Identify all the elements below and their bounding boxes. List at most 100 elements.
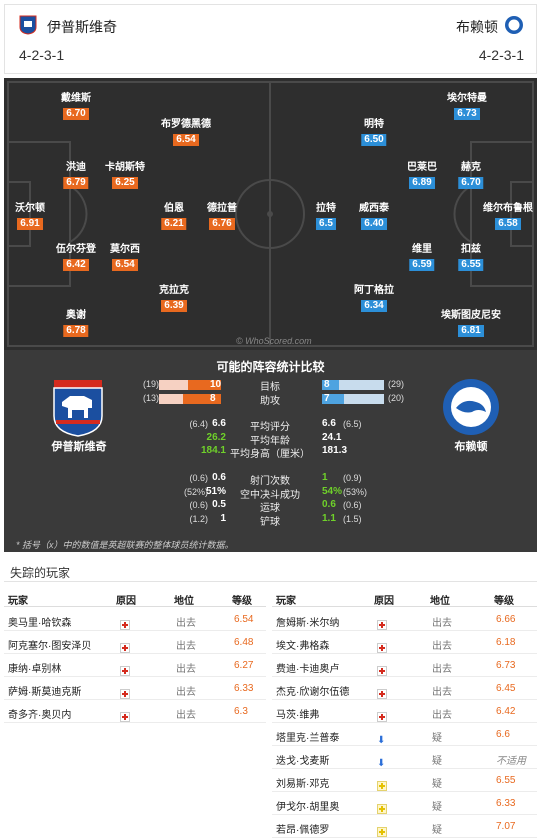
rating-cell: 6.55: [496, 775, 516, 786]
missing-player-name[interactable]: 塔里克·兰普泰: [276, 733, 340, 744]
status-cell: 出去: [432, 641, 452, 652]
ipswich-crest-icon: [19, 15, 37, 35]
status-cell: 出去: [432, 664, 452, 675]
status-cell: 出去: [176, 710, 196, 721]
rating-cell: 7.07: [496, 821, 516, 832]
home-player-11[interactable]: 奥谢 6.78: [63, 310, 89, 337]
missing-player-row[interactable]: 埃文·弗格森 出去 6.18: [272, 631, 537, 654]
missing-player-row[interactable]: 康纳·卓别林 出去 6.27: [4, 654, 266, 677]
missing-player-name[interactable]: 刘易斯·邓克: [276, 779, 330, 790]
missing-player-row[interactable]: 马茨·维弗 出去 6.42: [272, 700, 537, 723]
missing-player-row[interactable]: 詹姆斯·米尔纳 出去 6.66: [272, 608, 537, 631]
missing-player-row[interactable]: 奇多齐·奥贝内 出去 6.3: [4, 700, 266, 723]
missing-player-name[interactable]: 詹姆斯·米尔纳: [276, 618, 340, 629]
missing-player-row[interactable]: 杰克·欣谢尔伍德 出去 6.45: [272, 677, 537, 700]
missing-player-row[interactable]: 迭戈·戈麦斯 ⬇ 疑 不适用: [272, 746, 537, 769]
away-team-name[interactable]: 布赖顿: [456, 19, 498, 35]
missing-player-name[interactable]: 若昂·佩德罗: [276, 825, 330, 836]
missing-player-name[interactable]: 阿克塞尔·图安泽贝: [8, 641, 92, 652]
home-team-name[interactable]: 伊普斯维奇: [47, 19, 117, 35]
injury-icon: [120, 712, 130, 722]
away-formation: 4-2-3-1: [478, 47, 524, 63]
doubt-icon: [377, 804, 387, 814]
missing-player-name[interactable]: 萨姆·斯莫迪克斯: [8, 687, 82, 698]
injury-icon: [120, 689, 130, 699]
missing-player-name[interactable]: 康纳·卓别林: [8, 664, 62, 675]
home-player-10[interactable]: 克拉克 6.39: [159, 285, 189, 312]
away-player-11[interactable]: 埃斯图皮尼安 6.81: [441, 310, 501, 337]
home-player-8[interactable]: 伍尔芬登 6.42: [56, 244, 96, 271]
status-cell: 出去: [176, 618, 196, 629]
stat-label: 平均年龄: [250, 435, 290, 447]
away-league-avg: (53%): [343, 486, 368, 497]
home-player-2[interactable]: 布罗德黑德 6.54: [161, 119, 211, 146]
away-player-9[interactable]: 扣兹 6.55: [458, 244, 484, 271]
away-player-4[interactable]: 赫克 6.70: [458, 162, 484, 189]
missing-player-row[interactable]: 刘易斯·邓克 疑 6.55: [272, 769, 537, 792]
away-bar-fill: [322, 380, 339, 390]
home-player-4[interactable]: 卡胡斯特 6.25: [105, 162, 145, 189]
away-stat-value: 0.6: [322, 499, 336, 510]
status-cell: 疑: [432, 802, 442, 813]
missing-player-row[interactable]: 伊戈尔·胡里奥 疑 6.33: [272, 792, 537, 815]
stat-label: 空中决斗成功: [240, 489, 300, 501]
home-player-3[interactable]: 洪迪 6.79: [63, 162, 89, 189]
away-player-3[interactable]: 巴莱巴 6.89: [407, 162, 437, 189]
away-header-player: 玩家: [276, 596, 296, 607]
away-player-10[interactable]: 阿丁格拉 6.34: [354, 285, 394, 312]
away-player-5[interactable]: 拉特 6.5: [316, 203, 336, 230]
brighton-crest-icon: [505, 16, 523, 34]
missing-player-name[interactable]: 费迪·卡迪奥卢: [276, 664, 340, 675]
match-header: 伊普斯维奇 4-2-3-1 布赖顿 4-2-3-1: [4, 4, 537, 74]
stat-label: 平均评分: [250, 422, 290, 433]
rating-cell: 6.45: [496, 683, 516, 694]
away-bar-fill: [322, 394, 344, 404]
doubt-icon: [377, 827, 387, 837]
missing-player-name[interactable]: 奇多齐·奥贝内: [8, 710, 72, 721]
lineup-comparison: 可能的阵容统计比较 伊普斯维奇 布赖顿 (19) 10 目标 8 (29) (13) 8 助攻…: [4, 350, 537, 552]
away-player-1[interactable]: 埃尔特曼 6.73: [447, 93, 487, 120]
away-player-8[interactable]: 维里 6.59: [409, 244, 435, 271]
missing-player-name[interactable]: 马茨·维弗: [276, 710, 320, 721]
stat-label: 射门次数: [250, 476, 290, 487]
home-player-7[interactable]: 德拉普 6.76: [207, 203, 237, 230]
missing-player-row[interactable]: 若昂·佩德罗 疑 7.07: [272, 815, 537, 838]
away-player-7[interactable]: 维尔布鲁根 6.58: [483, 203, 533, 230]
missing-player-row[interactable]: 萨姆·斯莫迪克斯 出去 6.33: [4, 677, 266, 700]
injury-icon: [377, 712, 387, 722]
away-stat-value: 24.1: [322, 431, 342, 443]
rating-cell: 6.33: [496, 798, 516, 809]
status-cell: 疑: [432, 756, 442, 767]
away-season-total: (29): [388, 379, 405, 389]
missing-player-row[interactable]: 阿克塞尔·图安泽贝 出去 6.48: [4, 631, 266, 654]
missing-player-name[interactable]: 杰克·欣谢尔伍德: [276, 687, 350, 698]
home-header-status: 地位: [174, 596, 194, 607]
injury-icon: [120, 643, 130, 653]
ipswich-crest-icon: [53, 380, 103, 437]
home-player-5[interactable]: 沃尔顿 6.91: [15, 203, 45, 230]
brighton-crest-icon: [443, 379, 499, 435]
missing-player-name[interactable]: 迭戈·戈麦斯: [276, 756, 330, 767]
missing-player-row[interactable]: 费迪·卡迪奥卢 出去 6.73: [272, 654, 537, 677]
home-player-9[interactable]: 莫尔西 6.54: [110, 244, 140, 271]
home-stat-value: 51%: [205, 485, 226, 497]
missing-player-row[interactable]: 奥马里·哈钦森 出去 6.54: [4, 608, 266, 631]
home-bar-value: 10: [210, 379, 222, 390]
away-bar-track: [322, 380, 384, 390]
home-player-6[interactable]: 伯恩 6.21: [161, 203, 187, 230]
away-player-2[interactable]: 明特 6.50: [361, 119, 387, 146]
status-cell: 出去: [176, 687, 196, 698]
away-team-label: 布赖顿: [454, 441, 488, 453]
home-stat-value: 1: [220, 512, 226, 524]
missing-player-name[interactable]: 伊戈尔·胡里奥: [276, 802, 340, 813]
missing-player-name[interactable]: 埃文·弗格森: [276, 641, 330, 652]
home-player-1[interactable]: 戴维斯 6.70: [61, 93, 91, 120]
away-player-6[interactable]: 威西泰 6.40: [359, 203, 389, 230]
missing-player-row[interactable]: 塔里克·兰普泰 ⬇ 疑 6.6: [272, 723, 537, 746]
home-header-reason: 原因: [116, 596, 136, 607]
away-header-status: 地位: [430, 596, 450, 607]
away-league-avg: (6.5): [343, 419, 362, 429]
missing-player-name[interactable]: 奥马里·哈钦森: [8, 618, 72, 629]
rating-cell: 6.27: [234, 660, 254, 671]
away-stat-value: 1.1: [322, 512, 336, 524]
